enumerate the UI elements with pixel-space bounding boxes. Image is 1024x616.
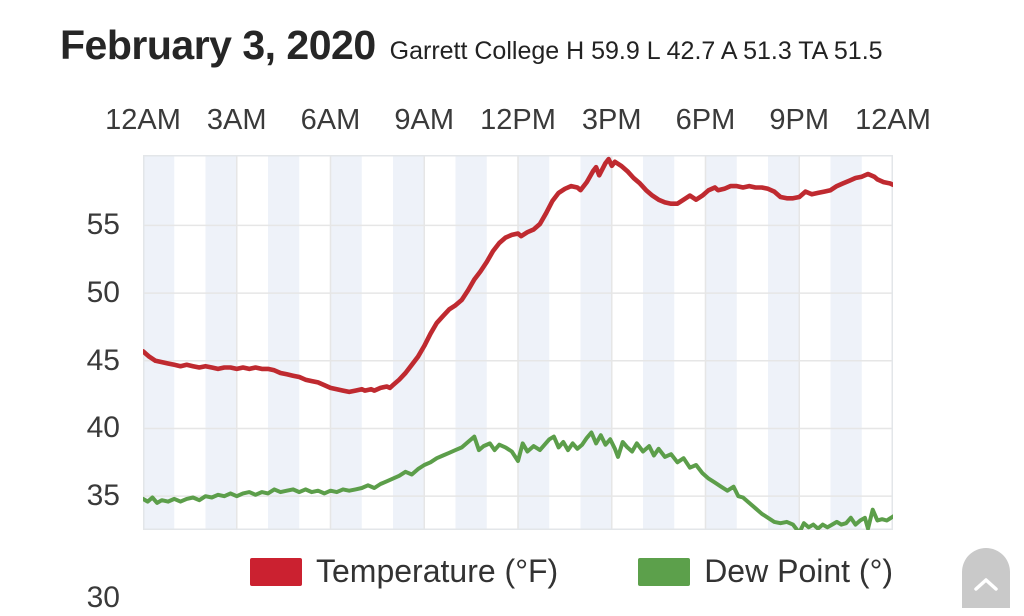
x-axis-label-7: 9PM — [769, 104, 830, 136]
x-axis-label-2: 6AM — [300, 104, 361, 136]
page-title: February 3, 2020 — [60, 22, 376, 68]
x-axis-label-0: 12AM — [105, 104, 181, 136]
y-axis-label-45: 45 — [86, 343, 120, 377]
x-axis-label-6: 6PM — [675, 104, 736, 136]
chevron-up-icon — [974, 578, 998, 591]
y-axis-label-55: 55 — [86, 208, 120, 242]
dew-point-swatch-icon — [638, 557, 691, 586]
x-axis-label-8: 12AM — [855, 104, 931, 136]
y-axis-label-35: 35 — [86, 479, 120, 513]
x-axis-label-1: 3AM — [206, 104, 267, 136]
y-axis-label-30-clipped: 30 — [86, 581, 120, 614]
x-axis-label-3: 9AM — [394, 104, 455, 136]
x-axis-label-4: 12PM — [480, 104, 556, 136]
scroll-to-top-button[interactable] — [962, 548, 1010, 608]
station-stats-subtitle: Garrett College H 59.9 L 42.7 A 51.3 TA … — [389, 37, 883, 65]
temperature-legend-label: Temperature (°F) — [316, 553, 559, 589]
chart-legend: Temperature (°F) Dew Point (°) — [250, 553, 893, 590]
chart-header: February 3, 2020 Garrett College H 59.9 … — [60, 22, 883, 69]
y-axis-label-50: 50 — [86, 276, 120, 310]
legend-item-temperature[interactable]: Temperature (°F) — [250, 553, 558, 590]
x-axis-label-5: 3PM — [581, 104, 642, 136]
y-axis-label-40: 40 — [86, 411, 120, 445]
plot-area[interactable] — [143, 155, 893, 530]
dew-point-legend-label: Dew Point (°) — [704, 553, 894, 589]
temperature-swatch-icon — [250, 557, 302, 586]
legend-item-dew-point[interactable]: Dew Point (°) — [638, 553, 893, 590]
